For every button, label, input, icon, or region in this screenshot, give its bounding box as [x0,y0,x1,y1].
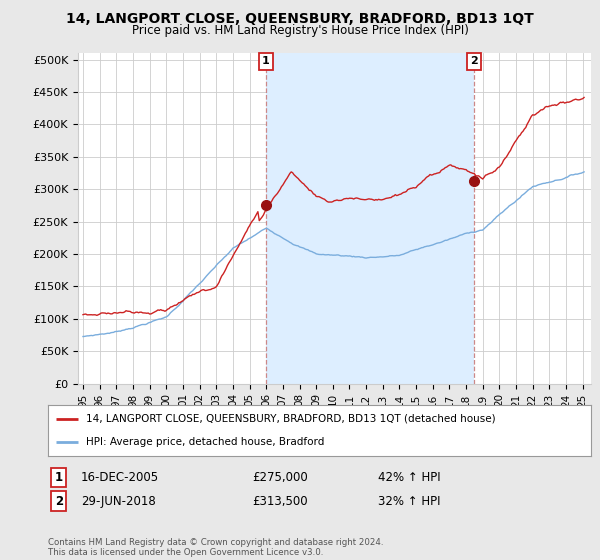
Text: 16-DEC-2005: 16-DEC-2005 [81,471,159,484]
Text: 2: 2 [55,494,63,508]
Bar [266,53,474,384]
Text: £313,500: £313,500 [252,494,308,508]
Text: 29-JUN-2018: 29-JUN-2018 [81,494,156,508]
Text: 14, LANGPORT CLOSE, QUEENSBURY, BRADFORD, BD13 1QT (detached house): 14, LANGPORT CLOSE, QUEENSBURY, BRADFORD… [86,414,496,424]
Text: 42% ↑ HPI: 42% ↑ HPI [378,471,440,484]
Text: £275,000: £275,000 [252,471,308,484]
Text: 2: 2 [470,57,478,67]
Text: 14, LANGPORT CLOSE, QUEENSBURY, BRADFORD, BD13 1QT: 14, LANGPORT CLOSE, QUEENSBURY, BRADFORD… [66,12,534,26]
Text: Price paid vs. HM Land Registry's House Price Index (HPI): Price paid vs. HM Land Registry's House … [131,24,469,37]
Text: 32% ↑ HPI: 32% ↑ HPI [378,494,440,508]
Text: HPI: Average price, detached house, Bradford: HPI: Average price, detached house, Brad… [86,437,325,447]
Text: Contains HM Land Registry data © Crown copyright and database right 2024.
This d: Contains HM Land Registry data © Crown c… [48,538,383,557]
Text: 1: 1 [55,471,63,484]
Text: 1: 1 [262,57,269,67]
